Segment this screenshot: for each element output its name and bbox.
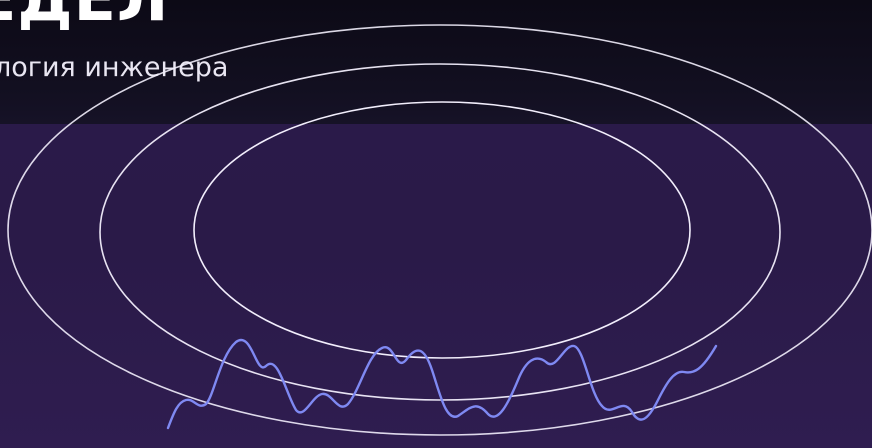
waveform-line — [166, 338, 718, 430]
slide-subtitle: логия инженера — [0, 52, 229, 83]
slide-headline: ЕДЕЛ — [0, 0, 169, 30]
ring-outer — [7, 24, 872, 436]
ring-inner — [193, 101, 691, 359]
ring-middle — [99, 63, 781, 401]
header-band: ЕДЕЛ логия инженера — [0, 0, 872, 124]
